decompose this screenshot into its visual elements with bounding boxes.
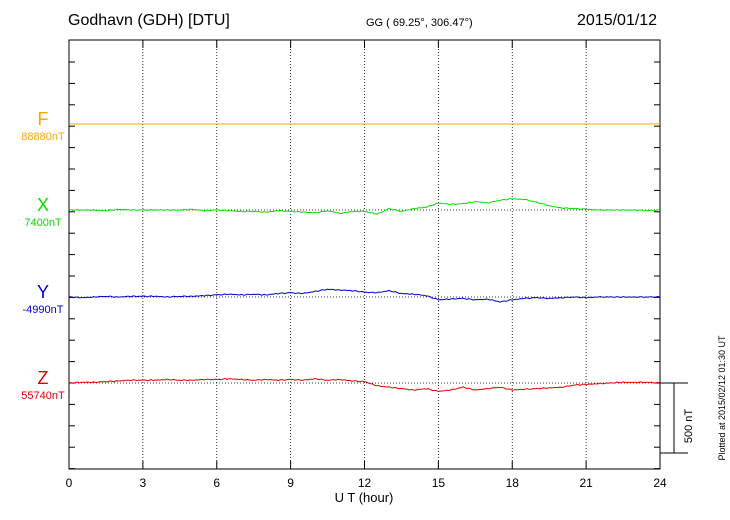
series-line-x	[68, 197, 661, 215]
chart-title: Godhavn (GDH) [DTU]	[68, 12, 230, 29]
series-line-z	[68, 377, 661, 393]
component-label-f: F 88880nT	[13, 109, 73, 144]
component-letter-y: Y	[36, 282, 49, 302]
x-tick-label: 9	[287, 476, 294, 490]
component-baseline-z: 55740nT	[21, 390, 65, 402]
component-label-x: X 7400nT	[13, 195, 73, 230]
x-tick-label: 24	[653, 476, 667, 490]
series-line-y	[69, 288, 661, 303]
x-tick-label: 18	[506, 476, 520, 490]
component-baseline-x: 7400nT	[24, 217, 62, 229]
x-tick-label: 12	[358, 476, 372, 490]
grid-lines	[142, 40, 587, 469]
x-axis-label: U T (hour)	[334, 490, 394, 505]
component-letter-z: Z	[37, 368, 49, 388]
x-tick-label: 21	[579, 476, 593, 490]
component-baseline-y: -4990nT	[22, 304, 64, 316]
axis-ticks: 0 3 6 9 12 15 18 21 24	[66, 40, 667, 490]
scale-bar	[660, 382, 688, 454]
scale-bar-label: 500 nT	[683, 408, 695, 444]
station-coordinates: GG ( 69.25°, 306.47°)	[366, 17, 473, 29]
x-tick-label: 15	[432, 476, 446, 490]
plotted-timestamp: Plotted at 2015/02/12 01:30 UT	[717, 335, 727, 461]
plot-area	[68, 39, 661, 470]
series-group	[68, 123, 661, 393]
component-baseline-f: 88880nT	[21, 131, 65, 143]
component-label-y: Y -4990nT	[13, 282, 73, 317]
x-tick-label: 0	[66, 476, 73, 490]
component-letter-f: F	[37, 109, 49, 129]
x-tick-label: 3	[140, 476, 147, 490]
x-tick-label: 6	[213, 476, 220, 490]
component-label-z: Z 55740nT	[13, 368, 73, 403]
component-letter-x: X	[36, 195, 49, 215]
chart-date: 2015/01/12	[577, 12, 658, 29]
